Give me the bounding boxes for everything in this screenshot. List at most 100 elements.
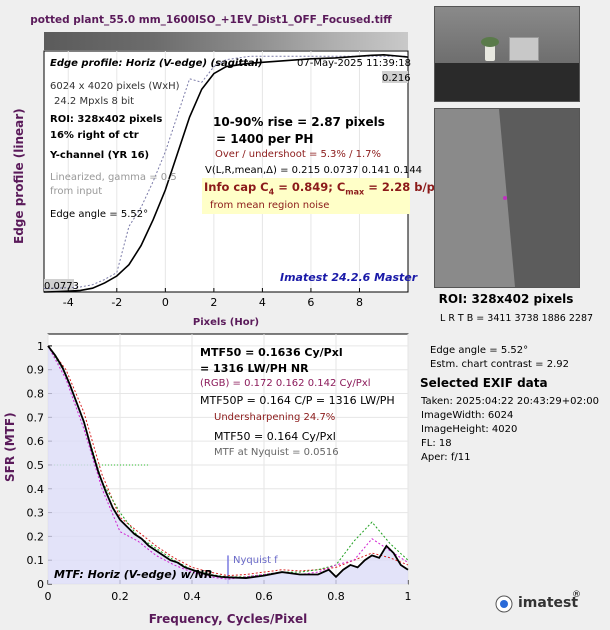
imatest-version: Imatest 24.2.6 Master: [280, 271, 418, 284]
plant-pot-icon: [485, 43, 495, 61]
roi-center-marker: [503, 196, 507, 200]
cmax-value: = 2.28 b/p;: [364, 180, 440, 194]
mtf-y-tick-label: 1: [37, 340, 44, 353]
scene-thumbnail: [434, 6, 580, 102]
imatest-logo-icon: [495, 595, 513, 613]
edge-profile-label: Edge profile: Horiz (V-edge) (sagittal): [50, 58, 263, 69]
pos-label: 16% right of ctr: [50, 130, 139, 141]
roi-crop-image: [434, 108, 580, 288]
info-cap-text: Info cap C: [204, 180, 269, 194]
test-chart-icon: [509, 37, 539, 61]
mtf-y-tick-label: 0: [37, 578, 44, 591]
noise-label: from mean region noise: [210, 200, 330, 211]
mtf-x-tick-label: 1: [405, 590, 412, 603]
mtf-area-fill: [48, 345, 408, 584]
edge-tick-label: 8: [356, 296, 363, 309]
edge-grid: [44, 51, 408, 292]
info-cap-value: = 0.849; C: [274, 180, 346, 194]
registered-mark: ®: [572, 590, 581, 600]
roi-dark-region: [499, 109, 579, 287]
scene-wall: [435, 7, 579, 63]
scene-table: [435, 63, 579, 101]
mtf50-label: MTF50 = 0.1636 Cy/Pxl: [200, 346, 343, 359]
info-cap-box: Info cap C4 = 0.849; Cmax = 2.28 b/p; fr…: [202, 178, 439, 214]
chart-contrast-label: Estm. chart contrast = 2.92: [430, 359, 569, 370]
mtf-y-tick-label: 0.3: [27, 507, 45, 520]
edge-tick-label: 0: [162, 296, 169, 309]
nyquist-label: Nyquist f: [233, 555, 278, 566]
info-line-1: 6024 x 4020 pixels (WxH): [50, 81, 180, 92]
mtf-channel-curve: [47, 345, 409, 577]
roi-edge-svg: [499, 109, 579, 287]
image-title: potted plant_55.0 mm_1600ISO_+1EV_Dist1_…: [30, 14, 392, 26]
mtf-x-tick-label: 0.4: [183, 590, 201, 603]
plant-leaves-icon: [481, 37, 499, 47]
edge-min-marker: [44, 279, 74, 291]
edge-curves: [43, 54, 409, 293]
nyquist-mtf-label: MTF at Nyquist = 0.0516: [214, 447, 339, 458]
mtf-x-tick-label: 0.6: [255, 590, 273, 603]
edge-dotted-curve: [43, 55, 408, 290]
channel-label: Y-channel (YR 16): [50, 150, 150, 161]
edge-angle-label: Edge angle = 5.52°: [50, 209, 149, 220]
mtf-x-label: Frequency, Cycles/Pixel: [148, 612, 308, 626]
lrtb-label: L R T B = 3411 3738 1886 2287: [440, 313, 594, 324]
mtf-x-tick-label: 0.2: [111, 590, 129, 603]
edge-tick-label: 2: [210, 296, 217, 309]
info-cap-label: Info cap C4 = 0.849; Cmax = 2.28 b/p;: [204, 180, 439, 196]
mtf-x-tick-label: 0.8: [327, 590, 345, 603]
mtf-y-tick-label: 0.2: [27, 530, 45, 543]
edge-x-ticks: -4 -2 0 2 4 6 8: [63, 288, 363, 309]
mtf-main-curve: [47, 345, 409, 579]
mtf-y-tick-label: 0.5: [27, 459, 45, 472]
roi-label: ROI: 328x402 pixels: [50, 114, 163, 125]
right-edge-angle: Edge angle = 5.52°: [430, 345, 529, 356]
date-label: 07-May-2025 11:39:18: [297, 58, 411, 69]
cmax-sub: max: [345, 187, 365, 197]
edge-plot-frame: [43, 50, 409, 293]
mtf-curves: [47, 345, 409, 584]
linearized-line-2: from input: [50, 186, 103, 197]
right-roi-label: ROI: 328x402 pixels: [438, 292, 574, 306]
vlr-label: V(L,R,mean,Δ) = 0.215 0.0737 0.141 0.144: [205, 165, 423, 176]
edge-y-label: Edge profile (linear): [12, 108, 26, 244]
per-ph-label: = 1400 per PH: [216, 132, 314, 146]
edge-x-label: Pixels (Hor): [192, 317, 260, 328]
mtf-y-tick-label: 0.8: [27, 388, 45, 401]
edge-tick-label: 6: [307, 296, 314, 309]
mtf-y-tick-label: 0.4: [27, 483, 45, 496]
mtf-chart: 0 0.2 0.4 0.6 0.8 1 0 0.1 0.2 0.3 0.4 0.5 0.6 0.7 0.8 0…: [27, 333, 412, 603]
mtf-channel-curve: [47, 345, 409, 580]
exif-taken: Taken: 2025:04:22 20:43:29+02:00: [421, 396, 599, 407]
exif-aper: Aper: f/11: [421, 452, 471, 463]
edge-min-label: 0.0773: [44, 281, 79, 292]
edge-tick-label: -4: [63, 296, 74, 309]
mtf-legend: MTF: Horiz (V-edge) w/NR: [54, 568, 213, 581]
edge-strip-image: [44, 32, 408, 50]
lwph-label: = 1316 LW/PH NR: [200, 362, 309, 375]
mtf50p-label: MTF50P = 0.164 C/P = 1316 LW/PH: [200, 394, 395, 407]
mtf-y-tick-label: 0.7: [27, 411, 45, 424]
mtf-ticks: 0 0.2 0.4 0.6 0.8 1 0 0.1 0.2 0.3 0.4 0.5 0.6 0.7 0.8 0…: [27, 340, 412, 603]
mtf50b-label: MTF50 = 0.164 Cy/Pxl: [214, 430, 336, 443]
exif-fl: FL: 18: [421, 438, 452, 449]
edge-max-marker: [382, 71, 408, 83]
info-line-2: 24.2 Mpxls 8 bit: [54, 96, 135, 107]
rgb-label: (RGB) = 0.172 0.162 0.142 Cy/Pxl: [200, 378, 371, 389]
linearized-line-1: Linearized, gamma = 0.5: [50, 172, 177, 183]
mtf-y-tick-label: 0.6: [27, 435, 45, 448]
rise-label: 10-90% rise = 2.87 pixels: [213, 115, 385, 129]
exif-width: ImageWidth: 6024: [421, 410, 514, 421]
info-cap-sub: 4: [268, 187, 275, 197]
exif-title: Selected EXIF data: [420, 376, 548, 390]
overshoot-label: Over / undershoot = 5.3% / 1.7%: [215, 149, 382, 160]
mtf-y-label: SFR (MTF): [3, 412, 17, 482]
undersharp-label: Undersharpening 24.7%: [214, 412, 336, 423]
mtf-y-tick-label: 0.1: [27, 554, 45, 567]
edge-tick-label: 4: [259, 296, 266, 309]
exif-height: ImageHeight: 4020: [421, 424, 518, 435]
imatest-logo-text: imatest: [518, 595, 579, 611]
mtf-x-tick-label: 0: [45, 590, 52, 603]
edge-tick-label: -2: [111, 296, 122, 309]
edge-profile-curve: [43, 54, 409, 293]
